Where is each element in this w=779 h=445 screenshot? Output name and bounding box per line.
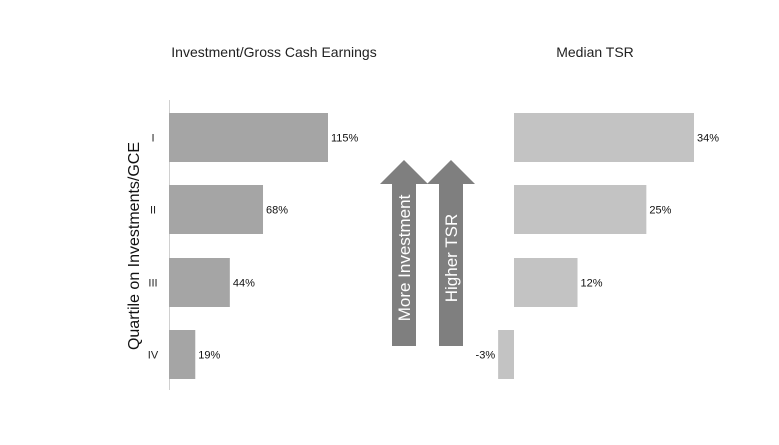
right-bar-IV [498, 330, 514, 379]
left-bar-I [169, 113, 328, 162]
right-bar-III [514, 258, 578, 307]
y-axis-label: Quartile on Investments/GCE [126, 142, 143, 350]
right-data-label-I: 34% [697, 133, 719, 145]
more-investment-label: More Investment [395, 194, 414, 321]
left-data-label-IV: 19% [198, 350, 220, 362]
left-bar-III [169, 258, 230, 307]
up-arrow-icon [427, 160, 475, 346]
more-investment-arrow: More Investment [380, 160, 428, 346]
left-data-label-II: 68% [266, 205, 288, 217]
category-tick-II: II [150, 205, 156, 217]
right-data-label-II: 25% [649, 205, 671, 217]
right-data-label-III: 12% [581, 278, 603, 290]
category-tick-III: III [148, 278, 157, 290]
category-tick-I: I [151, 133, 154, 145]
right-data-label-IV: -3% [476, 350, 496, 362]
higher-tsr-label: Higher TSR [442, 214, 461, 303]
bars-layer: 115% I 68% II 44% III 19% IV 34% 25% 12% -3% [148, 113, 719, 379]
left-data-label-I: 115% [331, 133, 359, 145]
up-arrow-icon [380, 160, 428, 346]
right-bar-I [514, 113, 694, 162]
higher-tsr-arrow: Higher TSR [427, 160, 475, 346]
left-bar-II [169, 185, 264, 234]
left-chart-title: Investment/Gross Cash Earnings [171, 44, 376, 60]
left-data-label-III: 44% [233, 278, 255, 290]
left-bar-IV [169, 330, 196, 379]
category-tick-IV: IV [148, 350, 159, 362]
right-chart-title: Median TSR [556, 44, 634, 60]
right-bar-II [514, 185, 647, 234]
